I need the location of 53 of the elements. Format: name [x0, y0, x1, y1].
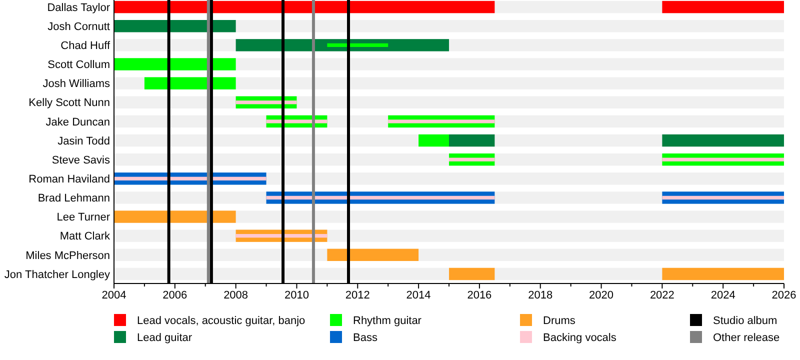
y-tick-label: Scott Collum [48, 59, 110, 72]
x-tick-label: 2024 [710, 290, 736, 302]
y-tick-label: Brad Lehmann [38, 192, 110, 205]
bar [114, 210, 236, 223]
x-tick-label: 2004 [102, 290, 126, 302]
bar [418, 134, 449, 147]
y-tick-label: Kelly Scott Nunn [28, 97, 110, 110]
x-tick-label: 2022 [650, 290, 674, 302]
bar [266, 196, 495, 200]
legend-label: Rhythm guitar [353, 314, 422, 327]
x-tick-label: 2014 [406, 290, 431, 302]
x-tick-label: 2020 [589, 290, 614, 302]
legend-label: Lead guitar [137, 332, 192, 344]
bar [388, 120, 495, 124]
bar [114, 58, 236, 70]
x-tick-label: 2006 [162, 290, 188, 302]
bar [662, 134, 784, 147]
bar [449, 268, 495, 280]
bar [114, 176, 266, 180]
legend-label: Other release [713, 332, 780, 344]
y-tick-label: Matt Clark [60, 230, 110, 243]
bar [449, 158, 495, 162]
x-tick-label: 2008 [224, 290, 248, 302]
legend-label: Studio album [713, 314, 778, 327]
x-tick-label: 2016 [467, 290, 492, 302]
bar [266, 120, 328, 124]
bar [449, 134, 495, 147]
y-tick-label: Jasin Todd [58, 135, 110, 148]
x-tick-label: 2026 [772, 290, 796, 302]
bar [144, 77, 236, 90]
y-tick-label: Roman Haviland [28, 173, 110, 186]
x-tick-label: 2018 [528, 290, 553, 302]
bar [327, 248, 419, 261]
bar [114, 20, 236, 32]
legend-label: Backing vocals [543, 332, 617, 344]
y-tick-label: Jake Duncan [46, 116, 110, 128]
y-tick-label: Jon Thatcher Longley [4, 268, 110, 281]
legend-label: Lead vocals, acoustic guitar, banjo [137, 314, 306, 327]
bar [662, 268, 784, 280]
x-tick-label: 2010 [284, 290, 309, 302]
y-tick-label: Dallas Taylor [47, 2, 110, 14]
x-tick-label: 2012 [345, 290, 370, 302]
y-tick-label: Chad Huff [60, 40, 111, 52]
bar [236, 100, 297, 104]
bar [662, 158, 784, 162]
y-tick-label: Josh Williams [42, 78, 110, 90]
legend-label: Drums [543, 314, 576, 327]
y-tick-label: Lee Turner [56, 212, 110, 224]
y-tick-label: Miles McPherson [26, 250, 110, 262]
y-tick-label: Steve Savis [52, 154, 110, 166]
y-tick-label: Josh Cornutt [48, 20, 110, 33]
legend-label: Bass [353, 332, 378, 344]
bar [662, 196, 784, 200]
